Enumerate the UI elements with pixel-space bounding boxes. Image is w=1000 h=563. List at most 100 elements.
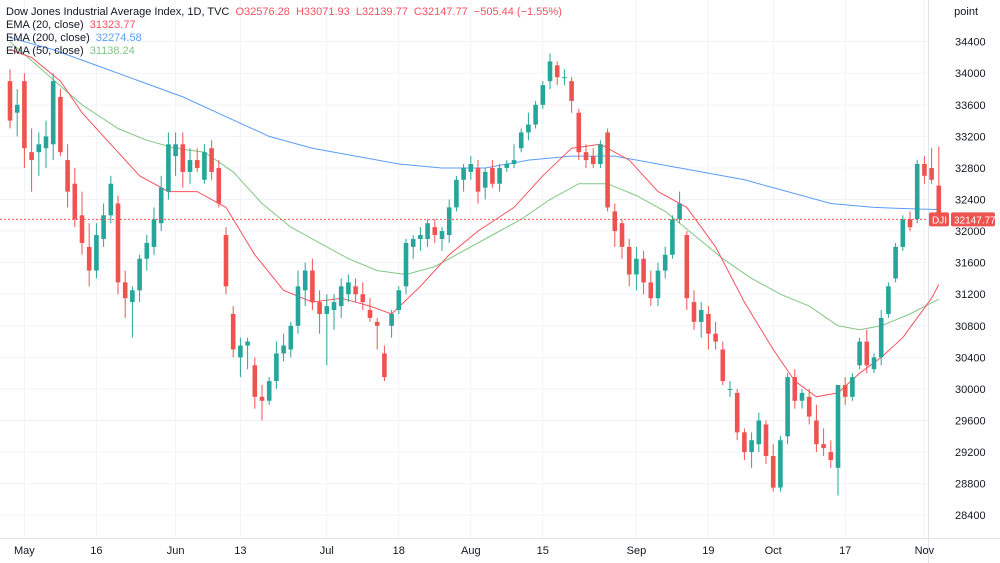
candle: [115, 195, 121, 295]
candle: [346, 274, 351, 303]
candle-body: [547, 61, 553, 82]
candle: [590, 148, 596, 168]
candle: [274, 341, 279, 389]
candle-body: [871, 357, 877, 370]
legend-ema200[interactable]: EMA (200, close) 32274.58: [6, 32, 562, 45]
candle-body: [367, 310, 373, 318]
candle-body: [288, 325, 294, 350]
candle-body: [396, 290, 402, 311]
candle-body: [310, 270, 315, 303]
candle: [432, 219, 438, 243]
candle-body: [770, 456, 776, 488]
candle-body: [626, 246, 632, 275]
candle: [331, 294, 337, 330]
candle: [490, 160, 495, 188]
candle: [396, 286, 402, 314]
candle: [886, 282, 891, 318]
candle-body: [144, 242, 150, 259]
candle-body: [727, 388, 733, 390]
candle: [540, 81, 546, 109]
candle-body: [900, 219, 906, 247]
candle: [626, 238, 632, 287]
ema20-label: EMA (20, close): [6, 19, 84, 31]
x-tick-label: 15: [537, 545, 549, 557]
candle-body: [202, 152, 207, 180]
candle-body: [598, 144, 603, 165]
legend-ema20[interactable]: EMA (20, close) 31323.77: [6, 19, 562, 32]
low-value: L32139.77: [355, 6, 408, 18]
candle: [778, 436, 783, 492]
candle: [36, 132, 42, 176]
candle: [425, 219, 430, 247]
candle: [29, 128, 34, 192]
candle: [806, 388, 812, 425]
legend-ema50[interactable]: EMA (50, close) 31138.24: [6, 45, 562, 58]
candle: [713, 321, 718, 350]
candle-body: [468, 164, 474, 172]
candle: [821, 428, 826, 457]
candle-body: [317, 302, 322, 314]
candle-body: [828, 452, 834, 460]
candle-body: [749, 440, 754, 453]
y-tick-label: 34400: [955, 37, 986, 49]
candle-body: [173, 144, 178, 157]
candle: [900, 215, 906, 251]
candle-body: [245, 341, 250, 346]
candle-body: [835, 384, 841, 468]
candle: [842, 377, 848, 405]
candle-body: [418, 235, 423, 239]
candle: [871, 353, 877, 374]
ema50-line: [9, 41, 940, 331]
candle: [706, 306, 711, 350]
candle: [907, 211, 913, 232]
candle: [670, 215, 675, 259]
candle-body: [187, 160, 193, 172]
candle: [50, 73, 56, 161]
candle: [533, 100, 538, 129]
open-value: O32576.28: [235, 6, 290, 18]
candle: [857, 337, 862, 370]
candle-body: [324, 306, 330, 314]
candle-body: [180, 144, 186, 172]
candle: [475, 160, 481, 204]
candle: [7, 69, 13, 129]
candle-body: [821, 444, 826, 449]
candle: [317, 290, 322, 334]
candle: [187, 148, 193, 184]
candle-body: [785, 377, 790, 437]
candle-body: [655, 270, 661, 299]
candle-body: [713, 333, 718, 342]
candle: [634, 246, 639, 291]
candle: [864, 329, 870, 374]
x-tick-label: Oct: [765, 545, 782, 557]
x-tick-label: Jul: [320, 545, 334, 557]
candle: [922, 156, 927, 184]
candle-body: [346, 282, 351, 295]
candle: [497, 164, 502, 192]
candle-body: [922, 164, 927, 176]
candle: [893, 242, 898, 283]
x-tick-label: Nov: [915, 545, 935, 557]
candle-body: [86, 246, 92, 271]
candle: [65, 144, 70, 208]
last-price-badge: [951, 212, 995, 227]
candle: [295, 270, 301, 334]
candle-body: [670, 219, 675, 255]
candle-body: [29, 152, 34, 161]
candle-body: [806, 396, 812, 417]
candle-body: [907, 219, 913, 228]
candle-body: [72, 183, 78, 220]
candle: [655, 262, 661, 307]
candle-body: [374, 321, 380, 326]
candle: [698, 302, 704, 338]
y-tick-label: 32000: [955, 226, 986, 238]
x-tick-label: 17: [839, 545, 851, 557]
candle-body: [590, 156, 596, 165]
y-tick-label: 31200: [955, 289, 986, 301]
candle-body: [554, 65, 560, 78]
candle-body: [850, 377, 855, 397]
candle: [86, 223, 92, 287]
candle-body: [446, 207, 452, 236]
candle: [418, 227, 423, 251]
